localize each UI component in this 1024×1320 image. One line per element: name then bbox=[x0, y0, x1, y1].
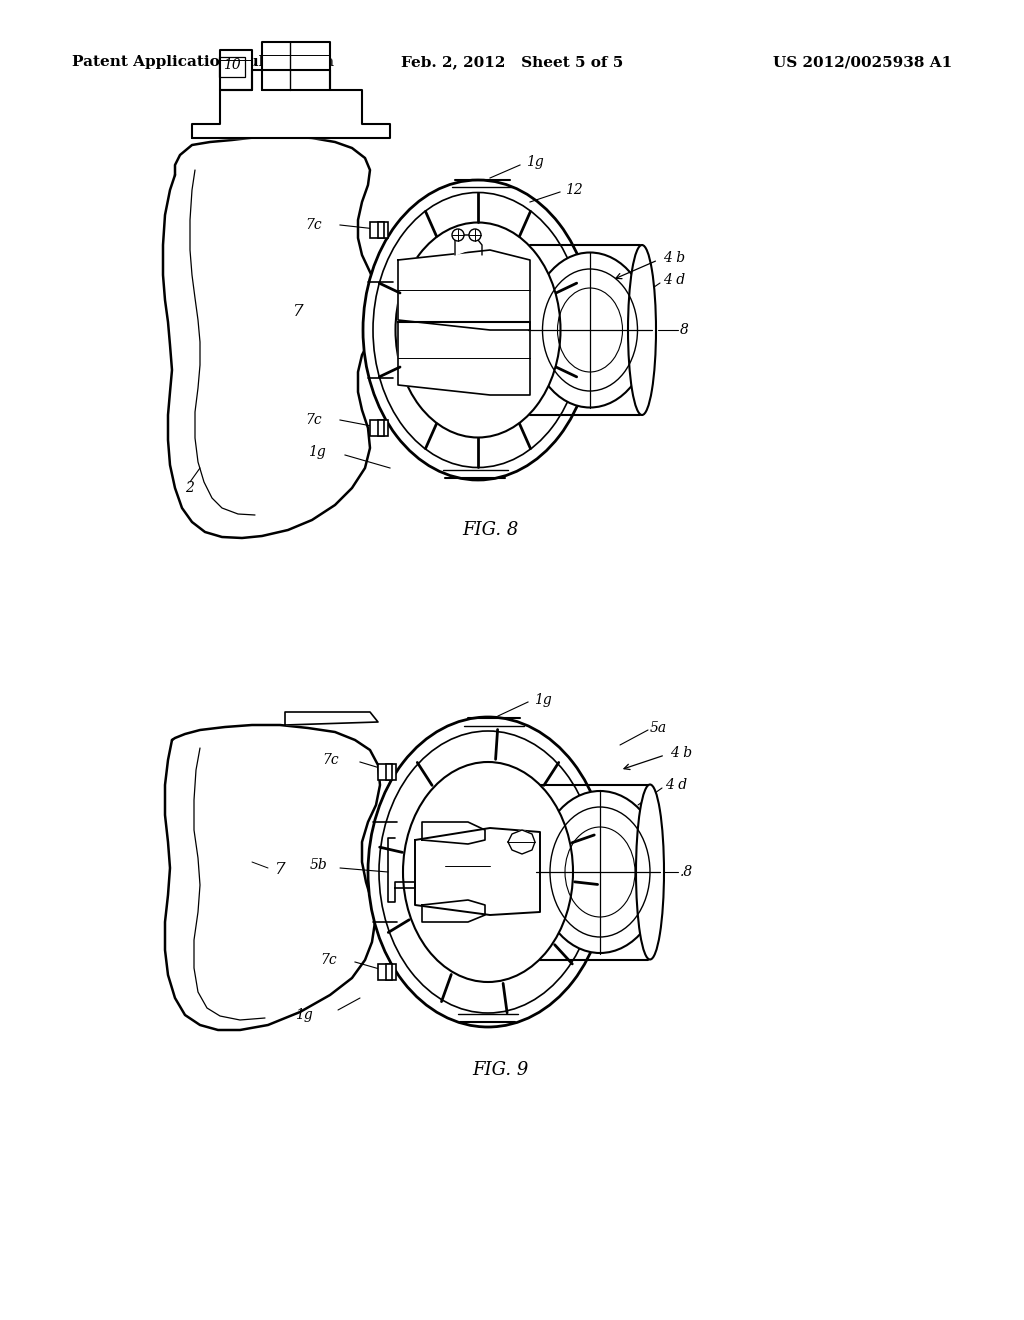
Polygon shape bbox=[422, 822, 485, 843]
Text: 7c: 7c bbox=[305, 413, 322, 426]
Polygon shape bbox=[508, 830, 535, 854]
Polygon shape bbox=[165, 725, 380, 1030]
Polygon shape bbox=[285, 711, 378, 725]
Text: US 2012/0025938 A1: US 2012/0025938 A1 bbox=[773, 55, 952, 69]
Text: 10: 10 bbox=[223, 58, 241, 73]
Polygon shape bbox=[422, 900, 485, 921]
Ellipse shape bbox=[636, 784, 664, 960]
Text: 1f: 1f bbox=[495, 810, 509, 824]
Text: 4c: 4c bbox=[427, 348, 443, 362]
Text: 4c: 4c bbox=[441, 865, 459, 879]
FancyBboxPatch shape bbox=[378, 222, 384, 238]
FancyBboxPatch shape bbox=[370, 420, 388, 436]
Polygon shape bbox=[415, 828, 540, 915]
Ellipse shape bbox=[530, 252, 650, 408]
Polygon shape bbox=[398, 249, 530, 330]
Text: 4 d: 4 d bbox=[665, 777, 687, 792]
Ellipse shape bbox=[469, 228, 481, 242]
FancyBboxPatch shape bbox=[378, 964, 396, 979]
Text: 1g: 1g bbox=[308, 445, 326, 459]
Text: 7c: 7c bbox=[322, 752, 339, 767]
Text: 7: 7 bbox=[293, 304, 303, 321]
Text: 7c: 7c bbox=[319, 953, 337, 968]
Polygon shape bbox=[398, 322, 530, 395]
Text: Feb. 2, 2012   Sheet 5 of 5: Feb. 2, 2012 Sheet 5 of 5 bbox=[400, 55, 624, 69]
Text: 5a: 5a bbox=[650, 721, 667, 735]
Text: 4c: 4c bbox=[427, 285, 443, 300]
Polygon shape bbox=[163, 136, 380, 539]
Text: 4d: 4d bbox=[558, 902, 575, 915]
Text: 8: 8 bbox=[680, 323, 689, 337]
Text: 1g: 1g bbox=[295, 1008, 312, 1022]
FancyBboxPatch shape bbox=[386, 964, 392, 979]
Text: 5b: 5b bbox=[310, 858, 328, 873]
Text: FIG. 8: FIG. 8 bbox=[462, 521, 518, 539]
Text: 4 d: 4 d bbox=[663, 273, 685, 286]
Ellipse shape bbox=[538, 791, 663, 953]
FancyBboxPatch shape bbox=[386, 764, 392, 780]
Ellipse shape bbox=[452, 228, 464, 242]
Text: 4d: 4d bbox=[558, 352, 575, 367]
Polygon shape bbox=[455, 235, 482, 255]
Text: 7: 7 bbox=[274, 862, 286, 879]
Ellipse shape bbox=[362, 180, 593, 480]
Text: 1g: 1g bbox=[534, 693, 552, 708]
Text: 12: 12 bbox=[565, 183, 583, 197]
Ellipse shape bbox=[628, 246, 656, 414]
Polygon shape bbox=[220, 50, 252, 90]
Ellipse shape bbox=[403, 762, 573, 982]
Text: 4 b: 4 b bbox=[670, 746, 692, 760]
Text: 2: 2 bbox=[185, 480, 194, 495]
FancyBboxPatch shape bbox=[378, 420, 384, 436]
Text: 7c: 7c bbox=[305, 218, 322, 232]
Text: FIG. 9: FIG. 9 bbox=[472, 1061, 528, 1078]
Polygon shape bbox=[262, 42, 330, 90]
Text: Patent Application Publication: Patent Application Publication bbox=[72, 55, 334, 69]
Ellipse shape bbox=[395, 223, 560, 437]
Text: 4 b: 4 b bbox=[663, 251, 685, 265]
FancyBboxPatch shape bbox=[370, 222, 388, 238]
Polygon shape bbox=[193, 70, 390, 139]
Text: 1g: 1g bbox=[526, 154, 544, 169]
Text: 4e: 4e bbox=[408, 920, 425, 935]
Text: .8: .8 bbox=[680, 865, 693, 879]
Ellipse shape bbox=[368, 717, 608, 1027]
Text: 4e: 4e bbox=[408, 810, 425, 825]
Text: 1: 1 bbox=[412, 242, 421, 255]
Text: 1: 1 bbox=[425, 822, 434, 837]
FancyBboxPatch shape bbox=[378, 764, 396, 780]
